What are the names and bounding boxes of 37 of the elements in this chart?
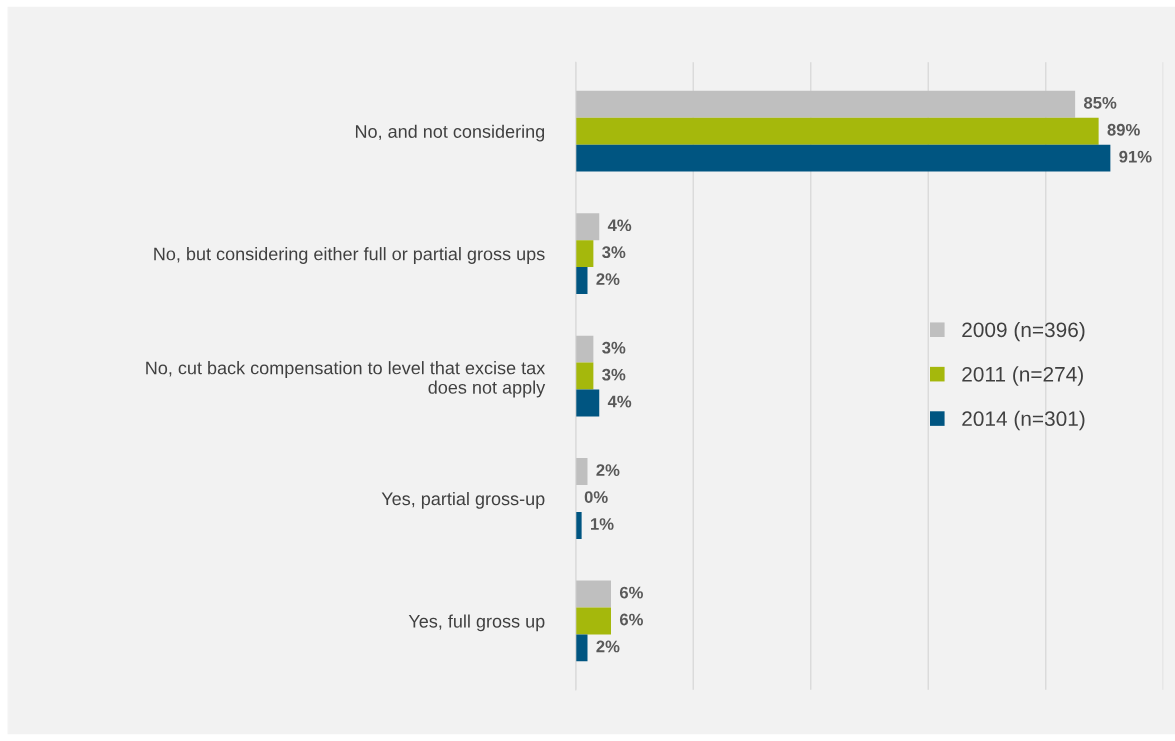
bar (575, 458, 588, 486)
legend-label: 2011 (n=274) (962, 366, 1083, 386)
data-label: 6% (619, 613, 643, 626)
bar (575, 213, 600, 241)
bar (575, 267, 588, 295)
data-label: 89% (1107, 123, 1140, 136)
legend-label: 2009 (n=396) (962, 321, 1085, 342)
bar (575, 117, 1099, 145)
bar (575, 607, 611, 635)
y-tick-label: No, but considering either full or partial gross ups (154, 247, 545, 264)
data-label: 4% (607, 219, 632, 232)
data-label: 85% (1083, 96, 1117, 109)
data-label: 6% (619, 586, 643, 599)
bar (575, 240, 594, 268)
data-label: 3% (602, 246, 626, 259)
bar (575, 580, 611, 608)
y-tick-label: Yes, full gross up (408, 614, 545, 632)
data-label: 91% (1119, 150, 1152, 163)
data-label: 3% (602, 341, 626, 354)
bar (575, 90, 1076, 118)
data-label: 2% (596, 273, 620, 285)
data-label: 0% (584, 491, 608, 503)
data-label: 3% (602, 368, 626, 381)
legend-label: 2014 (n=301) (962, 410, 1085, 431)
data-label: 2% (596, 640, 620, 653)
bar (575, 144, 1111, 172)
bar (575, 362, 594, 390)
bar (575, 511, 582, 539)
data-label: 2% (596, 464, 620, 476)
bar (575, 335, 594, 363)
data-label: 4% (607, 395, 632, 408)
data-label: 1% (591, 518, 614, 530)
y-tick-label: No, and not considering (355, 124, 545, 142)
bar (575, 389, 600, 417)
y-tick-label: Yes, partial gross-up (381, 491, 545, 509)
y-tick-label: No, cut back compensation to level that excise tax does not apply (146, 361, 546, 398)
bar (575, 634, 588, 662)
